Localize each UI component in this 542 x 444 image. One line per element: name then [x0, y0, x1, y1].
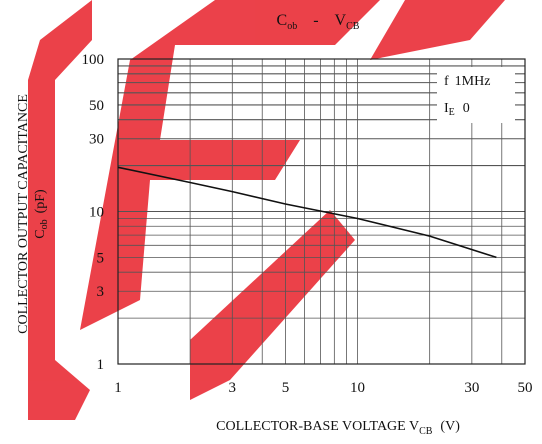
y-axis-label-line1: COLLECTOR OUTPUT CAPACITANCE — [16, 94, 31, 334]
y-axis-label-line2: Cob(pF) — [33, 189, 50, 239]
chart-title: Cob - VCB — [277, 12, 360, 32]
x-tick-label: 10 — [350, 380, 365, 396]
y-tick-label: 1 — [97, 357, 105, 373]
y-tick-label: 10 — [89, 205, 104, 221]
conditions-box — [437, 67, 515, 123]
x-tick-label: 30 — [464, 380, 479, 396]
y-tick-label: 30 — [89, 132, 104, 148]
condition-ie: IE 0 — [444, 101, 470, 118]
series-line-cob — [117, 166, 497, 259]
y-tick-labels: 1 3 5 10 30 50 100 — [82, 52, 105, 373]
x-axis-label: COLLECTOR-BASE VOLTAGE VCB (V) — [216, 419, 460, 437]
y-tick-label: 50 — [89, 98, 104, 114]
condition-freq: f 1MHz — [444, 74, 490, 89]
y-tick-label: 3 — [97, 284, 105, 300]
y-tick-label: 5 — [97, 250, 105, 266]
x-tick-label: 50 — [518, 380, 533, 396]
x-tick-label: 5 — [282, 380, 290, 396]
plot-frame — [117, 58, 526, 365]
x-tick-label: 3 — [229, 380, 237, 396]
x-tick-label: 1 — [114, 380, 122, 396]
x-tick-labels: 1 3 5 10 30 50 — [114, 380, 532, 396]
y-tick-label: 100 — [82, 52, 105, 68]
